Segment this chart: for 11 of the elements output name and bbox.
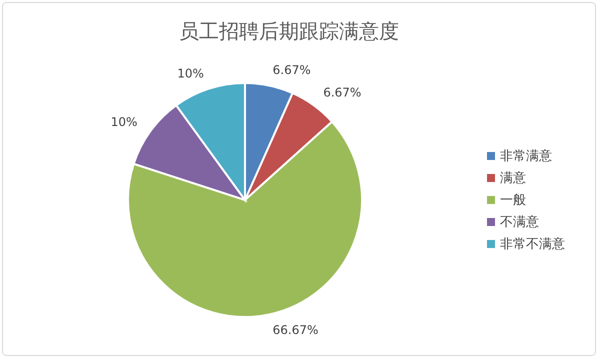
legend-label: 非常满意: [500, 149, 552, 164]
data-label: 10%: [177, 66, 204, 81]
legend-label: 非常不满意: [500, 237, 565, 252]
data-label: 6.67%: [272, 62, 311, 77]
legend-label: 一般: [500, 193, 526, 208]
chart-title: 员工招聘后期跟踪满意度: [179, 19, 399, 43]
data-label: 66.67%: [272, 323, 318, 338]
data-label: 10%: [110, 114, 138, 129]
legend-label: 满意: [500, 171, 526, 186]
legend-label: 不满意: [500, 215, 539, 230]
data-label: 6.67%: [323, 85, 362, 100]
